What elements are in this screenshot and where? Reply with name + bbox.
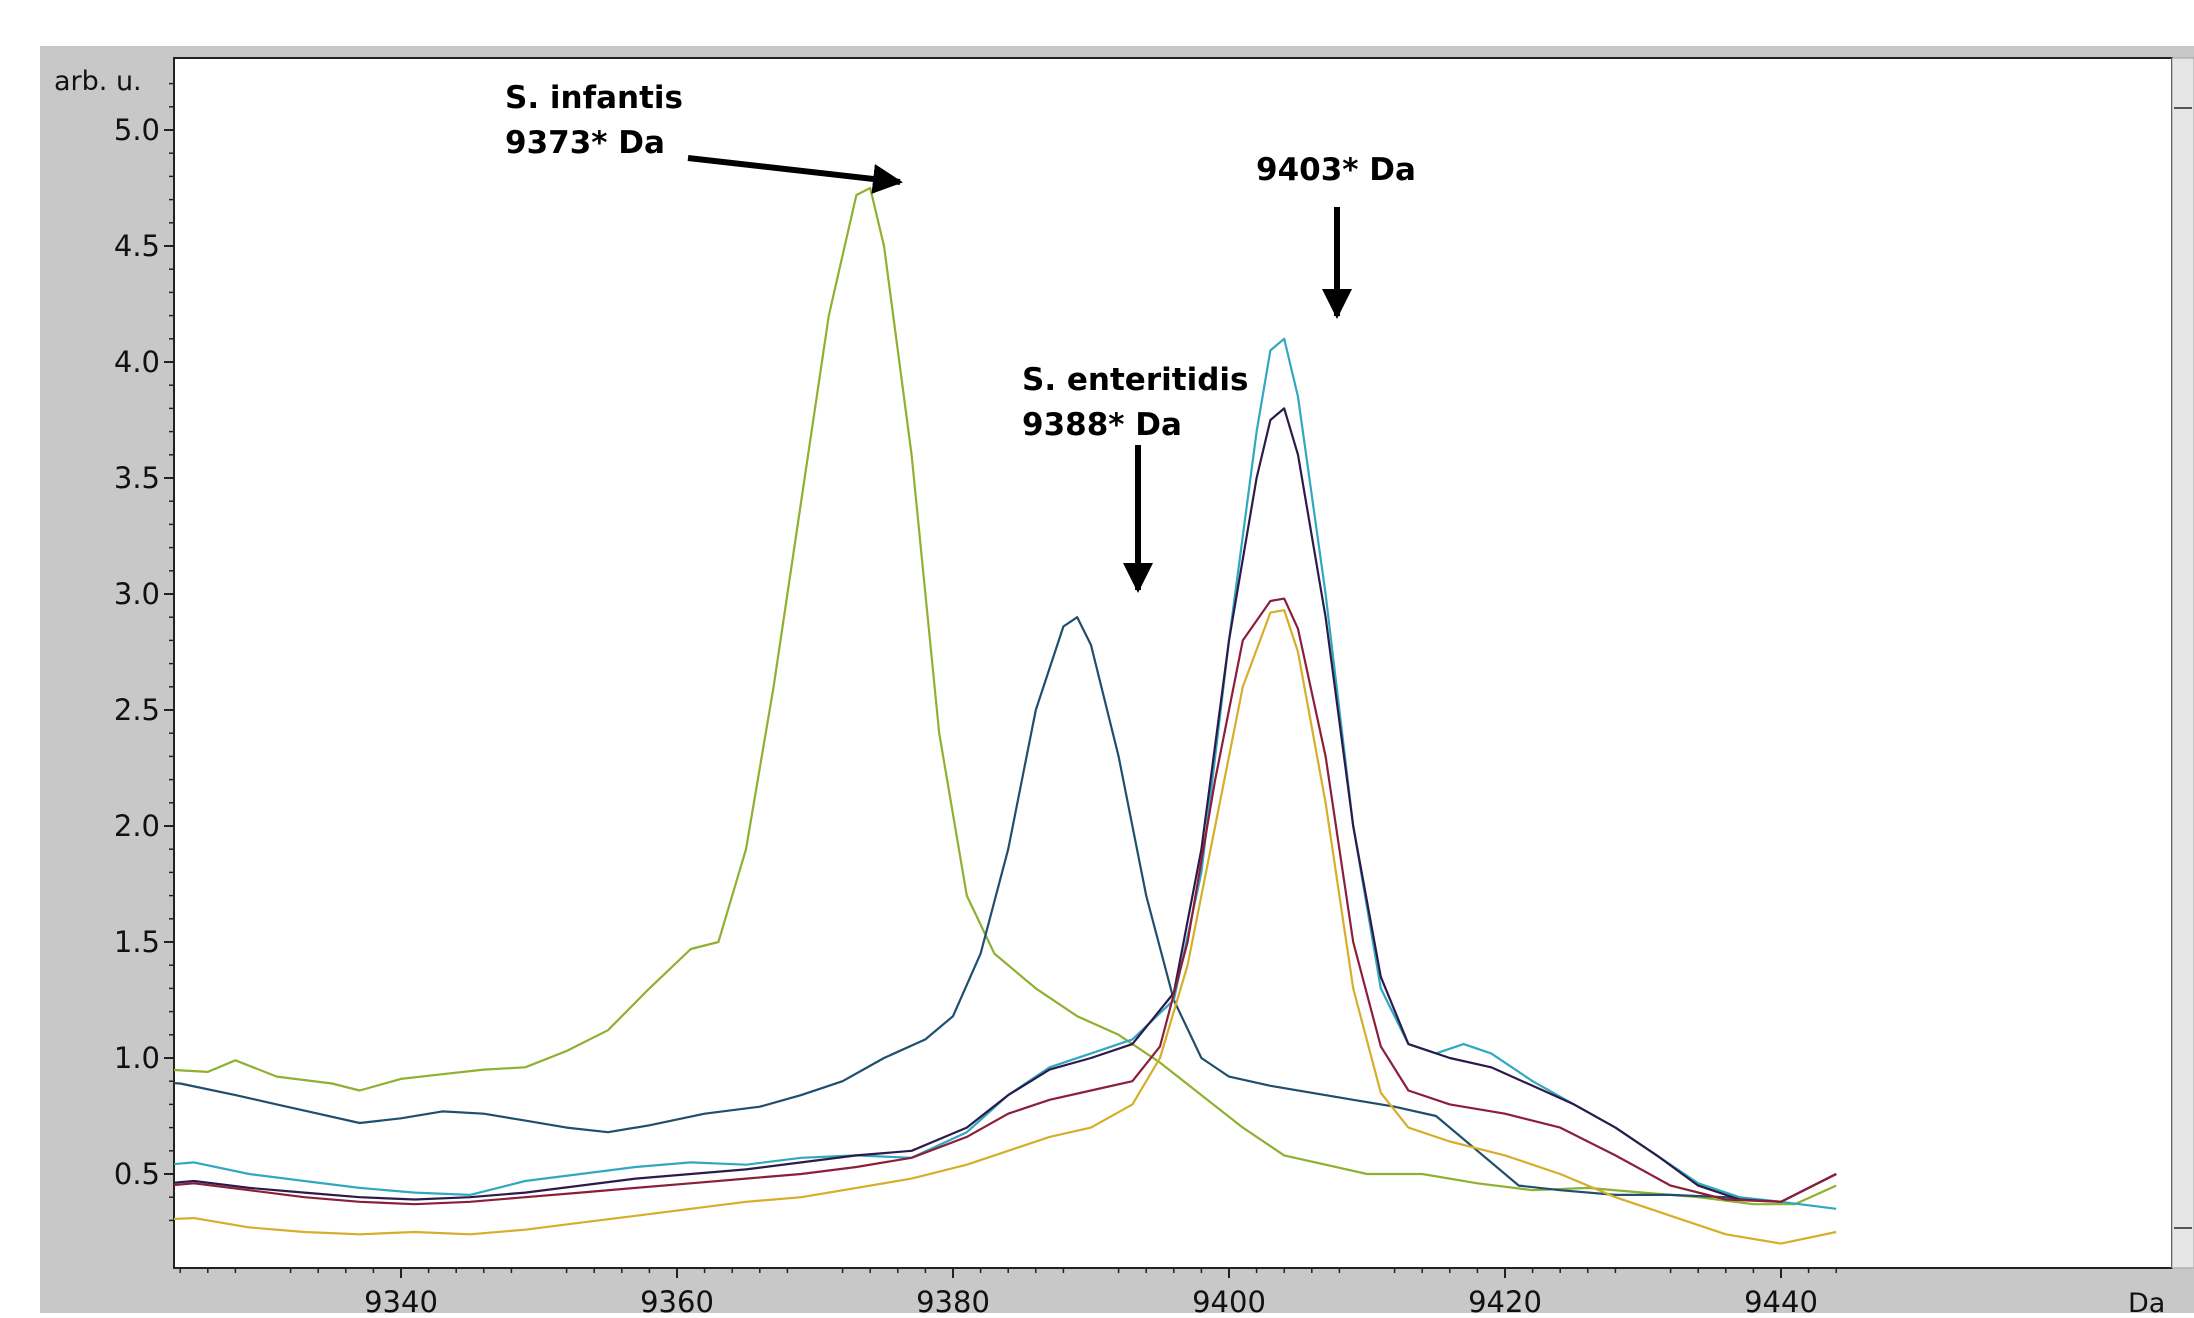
- x-tick-label-5: 9440: [1744, 1285, 1818, 1313]
- annotation-2-line-1: S. enteritidis: [1022, 362, 1248, 398]
- y-tick-label-3: 2.0: [114, 809, 160, 843]
- y-tick-label-1: 1.0: [114, 1041, 160, 1075]
- y-tick-label-8: 4.5: [114, 229, 160, 263]
- x-tick-label-3: 9400: [1192, 1285, 1266, 1313]
- y-tick-label-0: 0.5: [114, 1157, 160, 1191]
- x-tick-label-4: 9420: [1468, 1285, 1542, 1313]
- annotation-1-line-1: S. infantis: [505, 80, 683, 116]
- x-tick-label-0: 9340: [364, 1285, 438, 1313]
- y-tick-label-5: 3.0: [114, 577, 160, 611]
- x-tick-label-2: 9380: [916, 1285, 990, 1313]
- series-line-2: [174, 616, 1837, 1203]
- series-line-1: [174, 186, 1837, 1206]
- series-lines: [174, 186, 1837, 1245]
- y-tick-label-9: 5.0: [114, 113, 160, 147]
- y-tick-label-4: 2.5: [114, 693, 160, 727]
- annotation-2-line-2: 9388* Da: [1022, 407, 1182, 443]
- y-axis-unit-label: arb. u.: [54, 66, 142, 97]
- right-scrollbar[interactable]: [2171, 57, 2194, 1269]
- y-tick-label-2: 1.5: [114, 925, 160, 959]
- series-line-5: [174, 597, 1837, 1206]
- peak-annotations: S. infantis 9373* Da S. enteritidis 9388* D…: [505, 80, 1416, 593]
- x-axis-unit-label: Da: [2128, 1288, 2165, 1313]
- y-tick-label-6: 3.5: [114, 461, 160, 495]
- y-tick-label-7: 4.0: [114, 345, 160, 379]
- x-tick-label-1: 9360: [640, 1285, 714, 1313]
- series-line-6: [174, 609, 1837, 1245]
- annotation-arrow-1: [687, 155, 903, 194]
- annotation-3-line-1: 9403* Da: [1256, 152, 1416, 188]
- annotation-1-line-2: 9373* Da: [505, 125, 665, 161]
- plot-area: [173, 57, 2173, 1269]
